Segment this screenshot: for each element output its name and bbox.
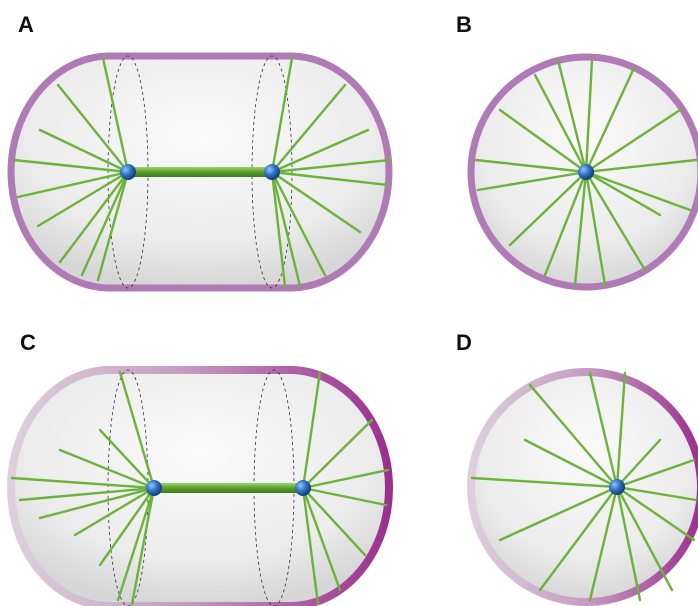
panel-label-a: A xyxy=(18,12,34,37)
panel-label-c: C xyxy=(20,330,36,355)
panel-label-b: B xyxy=(456,12,472,37)
panel-label-d: D xyxy=(456,330,472,355)
spindle-pole-right xyxy=(264,164,280,180)
cell-d xyxy=(467,368,698,606)
astral-microtubules xyxy=(474,58,698,287)
spindle-pole-left xyxy=(120,164,136,180)
spindle-pole xyxy=(609,479,625,495)
astral-microtubules-right xyxy=(301,370,390,606)
spindle-midzone xyxy=(128,167,272,177)
spindle-midzone xyxy=(154,483,303,493)
spindle-pole-right xyxy=(295,480,311,496)
spindle-pole xyxy=(578,164,594,180)
cell-b xyxy=(467,53,698,291)
cell-a xyxy=(7,52,393,292)
astral-microtubules-right xyxy=(270,56,392,288)
spindle-pole-left xyxy=(146,480,162,496)
astral-microtubules xyxy=(470,371,698,602)
astral-microtubules-left xyxy=(12,56,130,282)
cell-membrane xyxy=(467,368,698,606)
astral-microtubules-left xyxy=(10,370,156,606)
cell-c xyxy=(7,366,393,606)
